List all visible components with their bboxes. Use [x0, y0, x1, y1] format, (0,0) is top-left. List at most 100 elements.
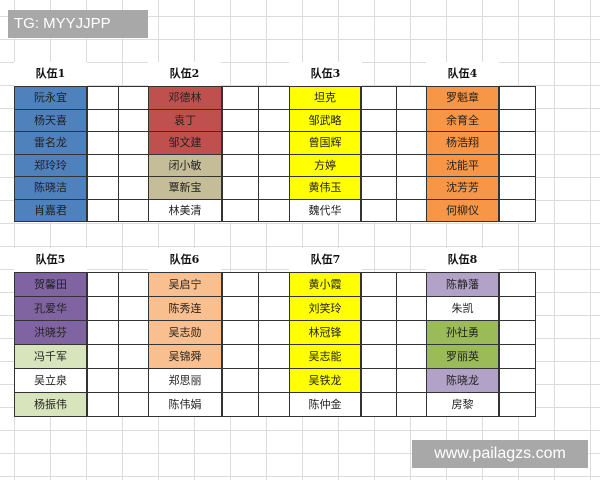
member-cell[interactable]: 黄小霞 — [289, 272, 361, 297]
member-cell[interactable]: 吴启宁 — [148, 272, 222, 297]
empty-cell[interactable] — [258, 176, 290, 200]
empty-cell[interactable] — [361, 176, 397, 200]
empty-cell[interactable] — [499, 320, 536, 345]
empty-cell[interactable] — [87, 108, 119, 132]
empty-cell[interactable] — [499, 392, 536, 417]
empty-cell[interactable] — [118, 176, 149, 200]
member-cell[interactable]: 吴志能 — [289, 344, 361, 369]
member-cell[interactable]: 刘笑玲 — [289, 296, 361, 321]
empty-cell[interactable] — [222, 392, 259, 417]
empty-cell[interactable] — [499, 198, 536, 222]
empty-cell[interactable] — [118, 153, 149, 177]
empty-cell[interactable] — [361, 272, 397, 297]
empty-cell[interactable] — [361, 86, 397, 110]
empty-cell[interactable] — [361, 296, 397, 321]
empty-cell[interactable] — [118, 392, 149, 417]
empty-cell[interactable] — [87, 86, 119, 110]
empty-cell[interactable] — [222, 153, 259, 177]
empty-cell[interactable] — [87, 131, 119, 155]
empty-cell[interactable] — [258, 198, 290, 222]
member-cell[interactable]: 陈晓洁 — [14, 176, 87, 200]
empty-cell[interactable] — [499, 296, 536, 321]
empty-cell[interactable] — [258, 153, 290, 177]
empty-cell[interactable] — [222, 108, 259, 132]
empty-cell[interactable] — [361, 320, 397, 345]
empty-cell[interactable] — [222, 176, 259, 200]
member-cell[interactable]: 方婷 — [289, 153, 361, 177]
member-cell[interactable]: 邓德林 — [148, 86, 222, 110]
empty-cell[interactable] — [258, 320, 290, 345]
empty-cell[interactable] — [396, 176, 427, 200]
member-cell[interactable]: 冯千军 — [14, 344, 87, 369]
member-cell[interactable]: 沈芳芳 — [426, 176, 499, 200]
empty-cell[interactable] — [118, 272, 149, 297]
empty-cell[interactable] — [499, 153, 536, 177]
member-cell[interactable]: 黄伟玉 — [289, 176, 361, 200]
empty-cell[interactable] — [222, 86, 259, 110]
member-cell[interactable]: 陈静藩 — [426, 272, 499, 297]
member-cell[interactable]: 邹武略 — [289, 108, 361, 132]
member-cell[interactable]: 余育全 — [426, 108, 499, 132]
empty-cell[interactable] — [396, 320, 427, 345]
member-cell[interactable]: 郑玲玲 — [14, 153, 87, 177]
empty-cell[interactable] — [396, 198, 427, 222]
empty-cell[interactable] — [87, 296, 119, 321]
empty-cell[interactable] — [396, 153, 427, 177]
empty-cell[interactable] — [258, 86, 290, 110]
empty-cell[interactable] — [499, 86, 536, 110]
member-cell[interactable]: 贺馨田 — [14, 272, 87, 297]
member-cell[interactable]: 房黎 — [426, 392, 499, 417]
empty-cell[interactable] — [258, 368, 290, 393]
empty-cell[interactable] — [87, 368, 119, 393]
member-cell[interactable]: 肖嘉君 — [14, 198, 87, 222]
member-cell[interactable]: 闭小敏 — [148, 153, 222, 177]
empty-cell[interactable] — [258, 272, 290, 297]
member-cell[interactable]: 吴立泉 — [14, 368, 87, 393]
member-cell[interactable]: 孔爱华 — [14, 296, 87, 321]
empty-cell[interactable] — [396, 392, 427, 417]
empty-cell[interactable] — [222, 272, 259, 297]
empty-cell[interactable] — [258, 131, 290, 155]
empty-cell[interactable] — [396, 108, 427, 132]
member-cell[interactable]: 洪晓芬 — [14, 320, 87, 345]
empty-cell[interactable] — [258, 392, 290, 417]
member-cell[interactable]: 坦克 — [289, 86, 361, 110]
empty-cell[interactable] — [361, 368, 397, 393]
empty-cell[interactable] — [118, 108, 149, 132]
empty-cell[interactable] — [258, 296, 290, 321]
empty-cell[interactable] — [118, 86, 149, 110]
empty-cell[interactable] — [361, 108, 397, 132]
empty-cell[interactable] — [499, 131, 536, 155]
member-cell[interactable]: 陈伟娟 — [148, 392, 222, 417]
member-cell[interactable]: 袁丁 — [148, 108, 222, 132]
member-cell[interactable]: 杨振伟 — [14, 392, 87, 417]
empty-cell[interactable] — [222, 198, 259, 222]
empty-cell[interactable] — [361, 198, 397, 222]
member-cell[interactable]: 林美清 — [148, 198, 222, 222]
member-cell[interactable]: 吴锦舜 — [148, 344, 222, 369]
empty-cell[interactable] — [396, 272, 427, 297]
member-cell[interactable]: 吴铁龙 — [289, 368, 361, 393]
empty-cell[interactable] — [87, 320, 119, 345]
empty-cell[interactable] — [222, 368, 259, 393]
empty-cell[interactable] — [118, 296, 149, 321]
member-cell[interactable]: 魏代华 — [289, 198, 361, 222]
empty-cell[interactable] — [87, 198, 119, 222]
empty-cell[interactable] — [222, 131, 259, 155]
member-cell[interactable]: 朱凯 — [426, 296, 499, 321]
empty-cell[interactable] — [87, 176, 119, 200]
member-cell[interactable]: 雷名龙 — [14, 131, 87, 155]
member-cell[interactable]: 陈仲金 — [289, 392, 361, 417]
empty-cell[interactable] — [499, 344, 536, 369]
empty-cell[interactable] — [118, 198, 149, 222]
member-cell[interactable]: 罗魁章 — [426, 86, 499, 110]
empty-cell[interactable] — [118, 320, 149, 345]
member-cell[interactable]: 杨天喜 — [14, 108, 87, 132]
member-cell[interactable]: 吴志勋 — [148, 320, 222, 345]
empty-cell[interactable] — [361, 344, 397, 369]
empty-cell[interactable] — [499, 272, 536, 297]
member-cell[interactable]: 杨浩翔 — [426, 131, 499, 155]
empty-cell[interactable] — [222, 320, 259, 345]
empty-cell[interactable] — [396, 368, 427, 393]
member-cell[interactable]: 陈秀连 — [148, 296, 222, 321]
